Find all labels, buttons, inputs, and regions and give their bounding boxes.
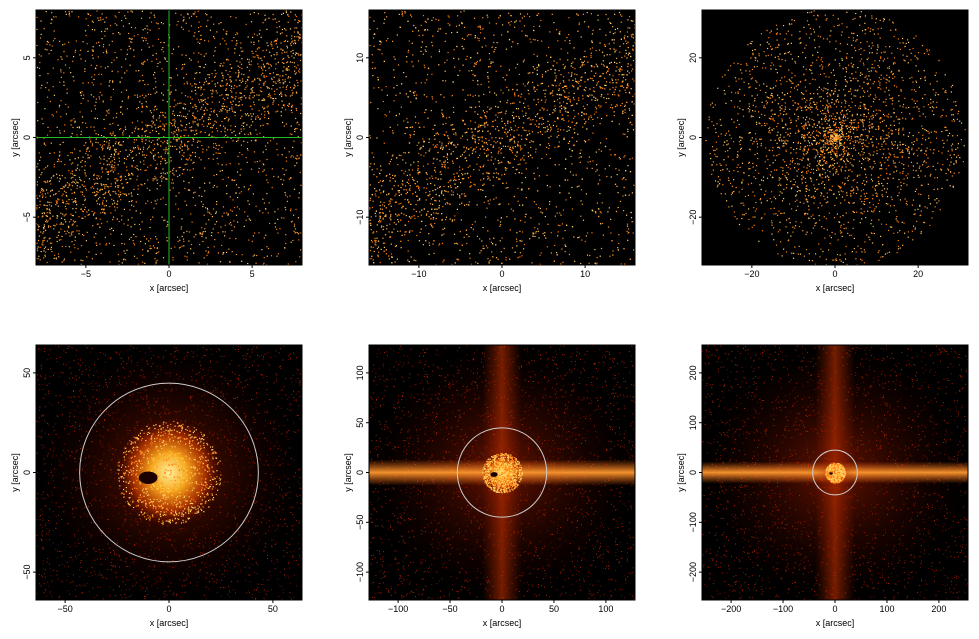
y-tick-label: −50 [22,564,32,579]
y-tick-label: −20 [688,210,698,225]
x-tick-label: −5 [81,269,91,279]
panel-6: −200 −100 0 100 200 −200 −100 0 100 200 x [arcsec]… [676,344,969,628]
x-axis-label: x [arcsec] [483,618,522,628]
y-axis-label: y [arcsec] [676,118,686,157]
x-tick-label: 0 [166,604,171,614]
plot-content [705,10,966,265]
y-axis-label: y [arcsec] [343,453,353,492]
y-tick-label: 200 [688,365,698,380]
y-tick-label: −10 [355,210,365,225]
x-tick-label: 0 [499,604,504,614]
y-tick-label: 10 [355,53,365,63]
x-tick-label: 0 [166,269,171,279]
x-axis-label: x [arcsec] [816,283,855,293]
x-tick-label: 100 [598,604,613,614]
x-tick-label: −200 [721,604,741,614]
plot-content [702,345,968,600]
y-tick-label: 0 [355,470,365,475]
y-tick-label: −100 [355,562,365,582]
x-tick-label: −20 [744,269,759,279]
scatter-points [36,10,302,265]
x-tick-label: 0 [499,269,504,279]
y-tick-label: −200 [688,562,698,582]
y-tick-label: 20 [688,53,698,63]
x-axis-label: x [arcsec] [816,618,855,628]
x-tick-label: 0 [832,604,837,614]
x-tick-label: 5 [250,269,255,279]
panel-1: −5 0 5 −5 0 5 x [arcsec] y [arcsec] [10,9,303,293]
panel-2: −10 0 10 −10 0 10 x [arcsec] y [arcsec] [343,9,636,293]
x-tick-label: −50 [57,604,72,614]
y-axis-label: y [arcsec] [10,453,20,492]
panel-4: −50 0 50 −50 0 50 x [arcsec] y [arcsec] [10,344,303,628]
aperture-circle [812,449,858,496]
x-axis-label: x [arcsec] [483,283,522,293]
core-emission [482,451,524,494]
plot-content [369,345,635,600]
y-tick-label: 0 [22,470,32,475]
dark-spot [829,472,833,475]
core-emission [825,462,846,484]
y-tick-label: −100 [688,512,698,532]
x-axis-label: x [arcsec] [150,618,189,628]
x-tick-label: 50 [268,604,278,614]
x-tick-label: −100 [388,604,408,614]
plot-content [36,10,302,265]
y-axis-label: y [arcsec] [10,118,20,157]
dark-spot [490,472,498,477]
scatter-points [369,10,635,265]
y-tick-label: 0 [355,135,365,140]
y-tick-label: 50 [22,368,32,378]
core-emission [117,417,222,528]
panel-3: −20 0 20 −20 0 20 x [arcsec] y [arcsec] [676,9,969,293]
plot-content [36,345,302,600]
y-tick-label: −5 [22,212,32,222]
x-tick-label: 200 [931,604,946,614]
x-tick-label: 100 [879,604,894,614]
x-tick-label: 0 [832,269,837,279]
panel-5: −100 −50 0 50 100 −100 −50 0 50 100 x [arcsec] y [a… [343,344,636,628]
y-tick-label: −50 [355,515,365,530]
y-tick-label: 0 [22,135,32,140]
y-tick-label: 100 [688,415,698,430]
plot-area [369,10,635,265]
aperture-circle [79,382,259,563]
y-tick-label: 0 [688,470,698,475]
x-tick-label: −50 [442,604,457,614]
scatter-points [705,10,966,265]
y-tick-label: 50 [355,418,365,428]
y-tick-label: 0 [688,135,698,140]
y-tick-label: 5 [22,55,32,60]
dark-spot [138,471,158,484]
y-axis-label: y [arcsec] [343,118,353,157]
x-tick-label: 20 [913,269,923,279]
plot-content [369,10,635,265]
x-tick-label: −100 [773,604,793,614]
aperture-circle [456,427,548,518]
y-axis-label: y [arcsec] [676,453,686,492]
x-axis-label: x [arcsec] [150,283,189,293]
y-tick-label: 100 [355,365,365,380]
x-tick-label: 10 [580,269,590,279]
x-tick-label: −10 [411,269,426,279]
x-tick-label: 50 [549,604,559,614]
